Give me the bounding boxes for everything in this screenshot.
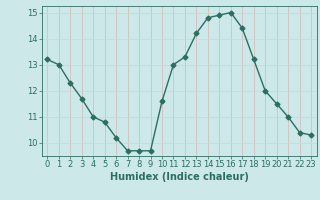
X-axis label: Humidex (Indice chaleur): Humidex (Indice chaleur) (110, 172, 249, 182)
